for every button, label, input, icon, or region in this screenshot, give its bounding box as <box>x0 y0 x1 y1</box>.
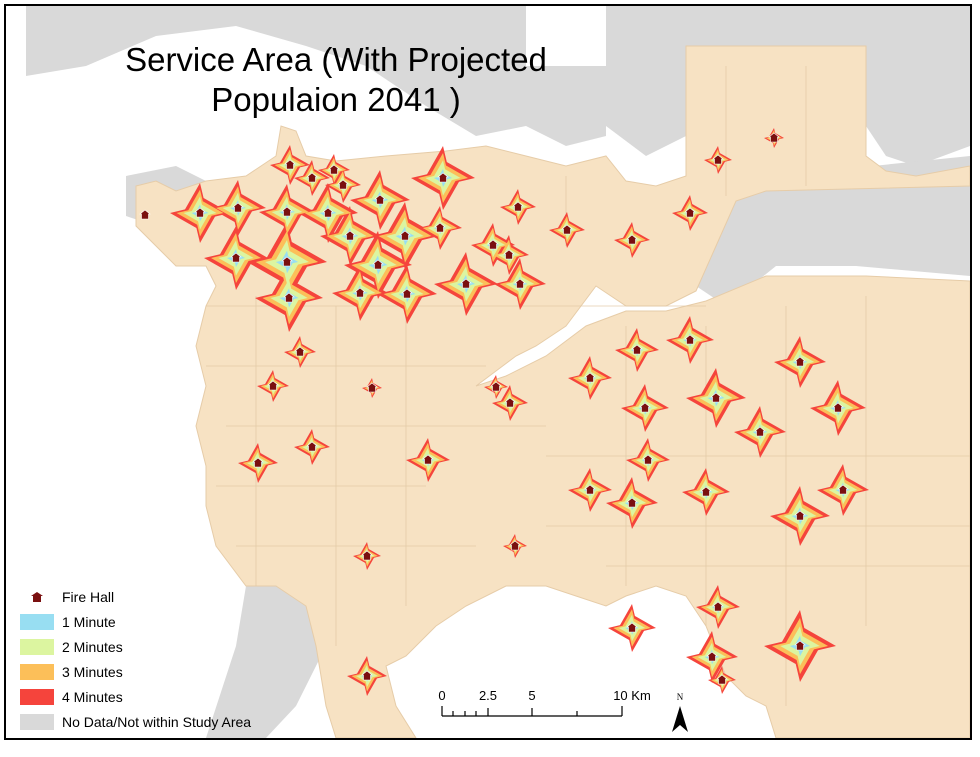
fire-hall-marker-31[interactable] <box>267 380 279 391</box>
fire-hall-marker-22[interactable] <box>487 239 499 250</box>
fire-hall-marker-21[interactable] <box>514 278 526 289</box>
fire-hall-marker-20[interactable] <box>460 278 472 289</box>
fire-hall-marker-10[interactable] <box>437 172 449 183</box>
map-title-line2: Populaion 2041 ) <box>211 81 461 118</box>
fire-hall-marker-47[interactable] <box>832 402 844 413</box>
legend: Fire Hall 1 Minute 2 Minutes 3 Minutes 4… <box>20 584 251 734</box>
north-label: N <box>677 692 684 702</box>
fire-hall-marker-14[interactable] <box>399 230 411 241</box>
service-area-map <box>6 6 970 738</box>
legend-label-3-minutes: 3 Minutes <box>62 663 123 680</box>
no-data-area-south <box>206 576 326 738</box>
fire-hall-marker-34[interactable] <box>252 457 264 468</box>
fire-hall-marker-9[interactable] <box>374 194 386 205</box>
fire-hall-marker-53[interactable] <box>837 484 849 495</box>
legend-row-fire-hall: Fire Hall <box>20 584 251 609</box>
fire-hall-marker-52[interactable] <box>794 510 806 521</box>
fire-hall-marker-42[interactable] <box>684 334 696 345</box>
fire-hall-marker-26[interactable] <box>626 234 638 245</box>
fire-hall-marker-46[interactable] <box>794 356 806 367</box>
fire-hall-marker-30[interactable] <box>294 346 306 357</box>
fire-hall-marker-29[interactable] <box>768 132 780 143</box>
legend-swatch-3-minutes <box>20 663 54 680</box>
fire-hall-marker-36[interactable] <box>490 381 502 392</box>
fire-hall-marker-2[interactable] <box>232 202 244 213</box>
map-frame: Service Area (With Projected Populaion 2… <box>4 4 972 740</box>
no-data-area-east <box>696 156 970 306</box>
fire-hall-marker-58[interactable] <box>716 674 728 685</box>
fire-hall-icon <box>20 591 54 602</box>
fire-hall-marker-18[interactable] <box>354 287 366 298</box>
legend-row-no-data: No Data/Not within Study Area <box>20 709 251 734</box>
fire-hall-marker-4[interactable] <box>284 159 296 170</box>
legend-swatch-4-minutes <box>20 688 54 705</box>
scale-label-2-5: 2.5 <box>479 688 497 703</box>
fire-hall-marker-11[interactable] <box>230 252 242 263</box>
fire-hall-marker-1[interactable] <box>194 207 206 218</box>
fire-hall-marker-25[interactable] <box>561 224 573 235</box>
legend-label-1-minute: 1 Minute <box>62 613 116 630</box>
fire-hall-marker-44[interactable] <box>710 392 722 403</box>
legend-row-2-minutes: 2 Minutes <box>20 634 251 659</box>
fire-hall-marker-35[interactable] <box>422 454 434 465</box>
fire-hall-marker-57[interactable] <box>794 640 806 651</box>
fire-hall-marker-16[interactable] <box>434 222 446 233</box>
fire-hall-marker-19[interactable] <box>401 288 413 299</box>
legend-label-no-data: No Data/Not within Study Area <box>62 713 252 730</box>
legend-label-fire-hall: Fire Hall <box>62 588 115 605</box>
fire-hall-marker-37[interactable] <box>504 397 516 408</box>
fire-hall-marker-56[interactable] <box>706 651 718 662</box>
legend-swatch-2-minutes <box>20 638 54 655</box>
fire-hall-marker-7[interactable] <box>328 164 340 175</box>
fire-hall-marker-12[interactable] <box>281 256 293 267</box>
scale-label-5: 5 <box>528 688 535 703</box>
fire-hall-marker-41[interactable] <box>631 344 643 355</box>
fire-hall-marker-38[interactable] <box>361 550 373 561</box>
legend-row-4-minutes: 4 Minutes <box>20 684 251 709</box>
fire-hall-marker-40[interactable] <box>584 372 596 383</box>
scale-bar-ticks <box>441 706 623 717</box>
fire-hall-marker-55[interactable] <box>712 601 724 612</box>
fire-hall-marker-27[interactable] <box>684 207 696 218</box>
fire-hall-marker-8[interactable] <box>322 207 334 218</box>
map-title: Service Area (With Projected Populaion 2… <box>66 40 606 120</box>
fire-hall-marker-59[interactable] <box>361 670 373 681</box>
fire-hall-marker-0[interactable] <box>139 209 151 220</box>
fire-hall-marker-32[interactable] <box>366 382 378 393</box>
fire-hall-marker-48[interactable] <box>642 454 654 465</box>
fire-hall-marker-15[interactable] <box>372 259 384 270</box>
scale-label-0: 0 <box>438 688 445 703</box>
fire-hall-marker-5[interactable] <box>306 172 318 183</box>
fire-hall-marker-39[interactable] <box>509 540 521 551</box>
legend-swatch-1-minute <box>20 613 54 630</box>
legend-label-2-minutes: 2 Minutes <box>62 638 123 655</box>
scale-label-10: 10 Km <box>613 688 651 703</box>
fire-hall-marker-50[interactable] <box>626 497 638 508</box>
legend-row-3-minutes: 3 Minutes <box>20 659 251 684</box>
fire-hall-marker-49[interactable] <box>584 484 596 495</box>
no-data-area-north <box>26 6 606 146</box>
fire-hall-marker-51[interactable] <box>700 486 712 497</box>
fire-hall-marker-6[interactable] <box>337 179 349 190</box>
legend-swatch-no-data <box>20 713 54 730</box>
fire-hall-marker-43[interactable] <box>639 402 651 413</box>
fire-hall-marker-3[interactable] <box>281 206 293 217</box>
fire-hall-marker-28[interactable] <box>712 154 724 165</box>
legend-label-4-minutes: 4 Minutes <box>62 688 123 705</box>
north-arrow-icon: N <box>672 692 688 732</box>
fire-hall-marker-23[interactable] <box>503 249 515 260</box>
fire-hall-marker-33[interactable] <box>306 441 318 452</box>
scale-bar: 0 2.5 5 10 Km <box>438 688 651 717</box>
fire-hall-marker-17[interactable] <box>283 292 295 303</box>
fire-hall-marker-45[interactable] <box>754 426 766 437</box>
fire-hall-marker-54[interactable] <box>626 622 638 633</box>
fire-hall-marker-24[interactable] <box>512 201 524 212</box>
map-title-line1: Service Area (With Projected <box>125 41 547 78</box>
fire-hall-markers <box>139 132 849 685</box>
legend-row-1-minute: 1 Minute <box>20 609 251 634</box>
fire-hall-marker-13[interactable] <box>344 230 356 241</box>
